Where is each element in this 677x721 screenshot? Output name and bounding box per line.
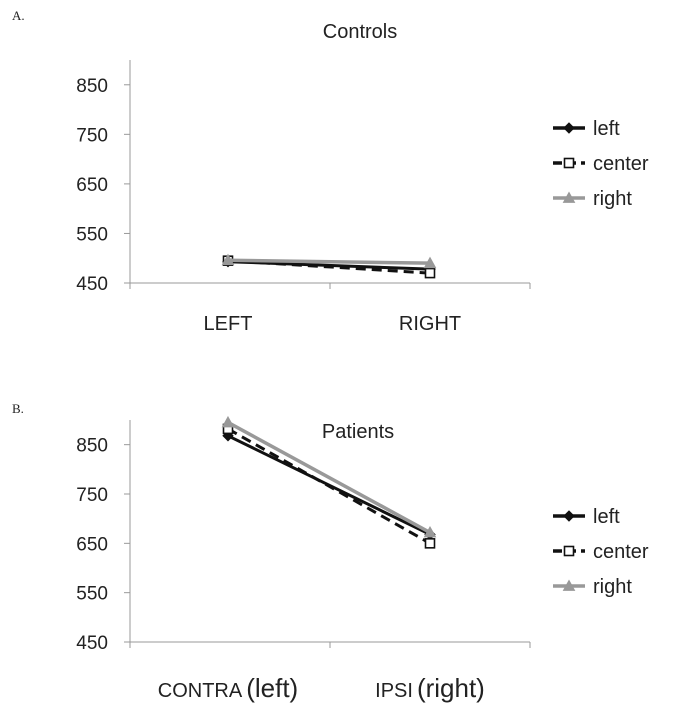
- y-tick-label: 450: [76, 274, 108, 295]
- legend-entry-left: left: [553, 118, 620, 140]
- legend-marker: [563, 510, 575, 522]
- series-line-right: [227, 420, 431, 535]
- series-line-right: [227, 258, 431, 265]
- chart-panel-a: A. Controls 450 550 650 750 850 LEFT RIGHT left ce…: [12, 8, 649, 335]
- x-tick-label: CONTRA (left): [158, 673, 298, 703]
- chart-title: Controls: [323, 21, 397, 43]
- panel-label: A.: [12, 8, 25, 23]
- legend-marker: [563, 545, 575, 557]
- y-tick-label: 850: [76, 76, 108, 97]
- legend-entry-left: left: [553, 506, 620, 528]
- y-tick-label: 850: [76, 436, 108, 457]
- legend-label: left: [593, 118, 620, 140]
- legend-entry-right: right: [553, 188, 632, 210]
- legend-label: right: [593, 576, 632, 598]
- y-tick-label: 650: [76, 175, 108, 196]
- chart-title: Patients: [322, 421, 394, 443]
- data-point-right: [423, 525, 437, 538]
- x-tick-label: LEFT: [204, 313, 253, 335]
- legend-marker: [563, 157, 575, 169]
- y-tick-label: 650: [76, 534, 108, 555]
- data-point-center: [424, 267, 436, 279]
- series-line-center: [227, 427, 431, 545]
- data-point-center: [424, 538, 436, 549]
- legend-label: left: [593, 506, 620, 528]
- y-tick-label: 550: [76, 584, 108, 605]
- y-tick-label: 750: [76, 125, 108, 146]
- x-tick-label: IPSI (right): [375, 673, 485, 703]
- y-tick-label: 450: [76, 633, 108, 654]
- legend-entry-center: center: [553, 153, 649, 175]
- data-point-right: [221, 415, 235, 428]
- chart-panel-b: B. Patients 450 550 650 750 850 CONTRA (left) IPS…: [12, 401, 649, 703]
- legend-marker: [562, 191, 576, 203]
- y-tick-label: 550: [76, 224, 108, 245]
- legend-entry-right: right: [553, 576, 632, 598]
- legend-marker: [562, 579, 576, 591]
- data-point-right: [423, 256, 437, 269]
- data-point-right: [221, 253, 235, 266]
- legend-label: right: [593, 188, 632, 210]
- panel-label: B.: [12, 401, 24, 416]
- y-tick-label: 750: [76, 485, 108, 506]
- x-tick-label: RIGHT: [399, 313, 461, 335]
- legend-entry-center: center: [553, 541, 649, 563]
- series-line-center: [227, 259, 431, 275]
- legend-label: center: [593, 153, 649, 175]
- legend-label: center: [593, 541, 649, 563]
- legend-marker: [563, 122, 575, 134]
